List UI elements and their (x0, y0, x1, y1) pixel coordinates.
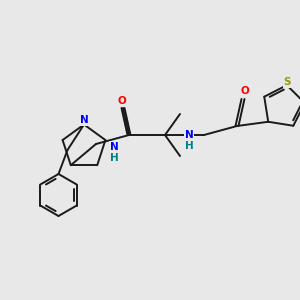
Text: N: N (184, 130, 194, 140)
Text: O: O (117, 95, 126, 106)
Text: N: N (80, 115, 88, 125)
Text: H: H (110, 153, 118, 164)
Text: S: S (283, 77, 291, 87)
Text: O: O (240, 86, 249, 97)
Text: N: N (110, 142, 118, 152)
Text: H: H (184, 141, 194, 152)
